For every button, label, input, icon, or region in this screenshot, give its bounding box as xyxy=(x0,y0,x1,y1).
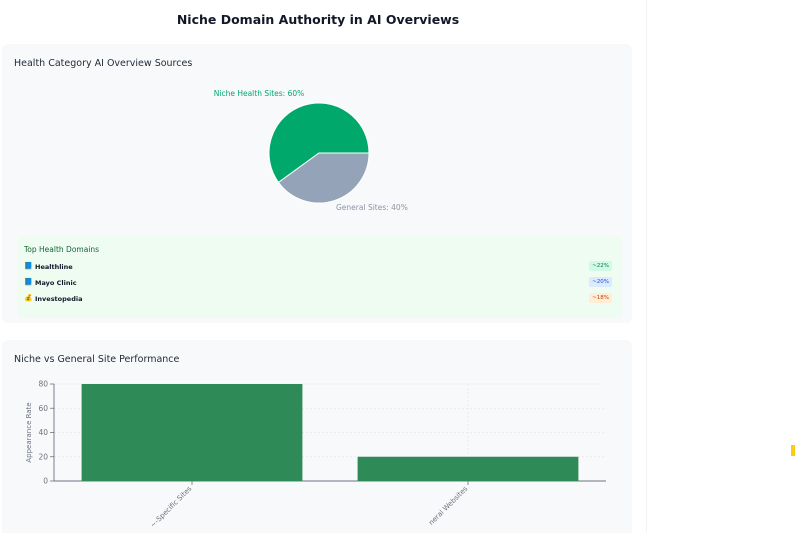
x-tick-label: ~-Specific Sites xyxy=(149,485,194,530)
bar-card-title: Niche vs General Site Performance xyxy=(14,354,180,365)
domain-name: Mayo Clinic xyxy=(35,279,77,287)
top-domains-panel: Top Health Domains 📘 Healthline ~22% 📘 M… xyxy=(18,236,622,318)
domain-name: Healthline xyxy=(35,263,73,271)
pie-slice-niche-health-sites xyxy=(268,102,370,184)
pie-card-title: Health Category AI Overview Sources xyxy=(14,58,193,69)
y-tick-label: 60 xyxy=(38,404,48,413)
book-icon: 📘 xyxy=(24,278,33,286)
domain-share-badge: ~22% xyxy=(589,261,612,271)
domain-share-badge: ~18% xyxy=(589,293,612,303)
main-area: Niche Domain Authority in AI Overviews H… xyxy=(2,12,632,533)
right-side-panel xyxy=(646,0,796,533)
money-bag-icon: 💰 xyxy=(24,294,33,302)
domain-row-mayo-clinic: 📘 Mayo Clinic ~20% xyxy=(24,277,612,291)
bar-0 xyxy=(81,384,303,481)
y-tick-label: 0 xyxy=(43,477,48,486)
bar-chart: 0 20 40 60 80 ~-Specific Sites neral Websites A… xyxy=(25,380,606,530)
pie-chart: Niche Health Sites: 60% General Sites: 40… xyxy=(214,89,408,212)
pie-label-general: General Sites: 40% xyxy=(336,203,408,212)
pie-label-niche: Niche Health Sites: 60% xyxy=(214,89,304,98)
page-title: Niche Domain Authority in AI Overviews xyxy=(176,12,460,27)
y-axis-label: Appearance Rate xyxy=(25,402,33,462)
pie-chart-card: Health Category AI Overview Sources Nich… xyxy=(2,44,632,323)
domain-share-badge: ~20% xyxy=(589,277,612,287)
book-icon: 📘 xyxy=(24,262,33,270)
domain-name: Investopedia xyxy=(35,295,83,303)
bar-1 xyxy=(357,456,579,481)
y-tick-label: 40 xyxy=(38,428,48,437)
domain-row-healthline: 📘 Healthline ~22% xyxy=(24,261,612,275)
y-tick-label: 20 xyxy=(38,452,48,461)
domain-row-investopedia: 💰 Investopedia ~18% xyxy=(24,293,612,307)
y-tick-label: 80 xyxy=(38,380,48,389)
x-tick-label: neral Websites xyxy=(427,485,469,527)
scroll-marker xyxy=(791,445,795,456)
top-domains-title: Top Health Domains xyxy=(24,245,100,254)
pie-slice-general-sites xyxy=(277,152,370,204)
bar-chart-card: Niche vs General Site Performance 0 20 40 6… xyxy=(2,340,632,533)
